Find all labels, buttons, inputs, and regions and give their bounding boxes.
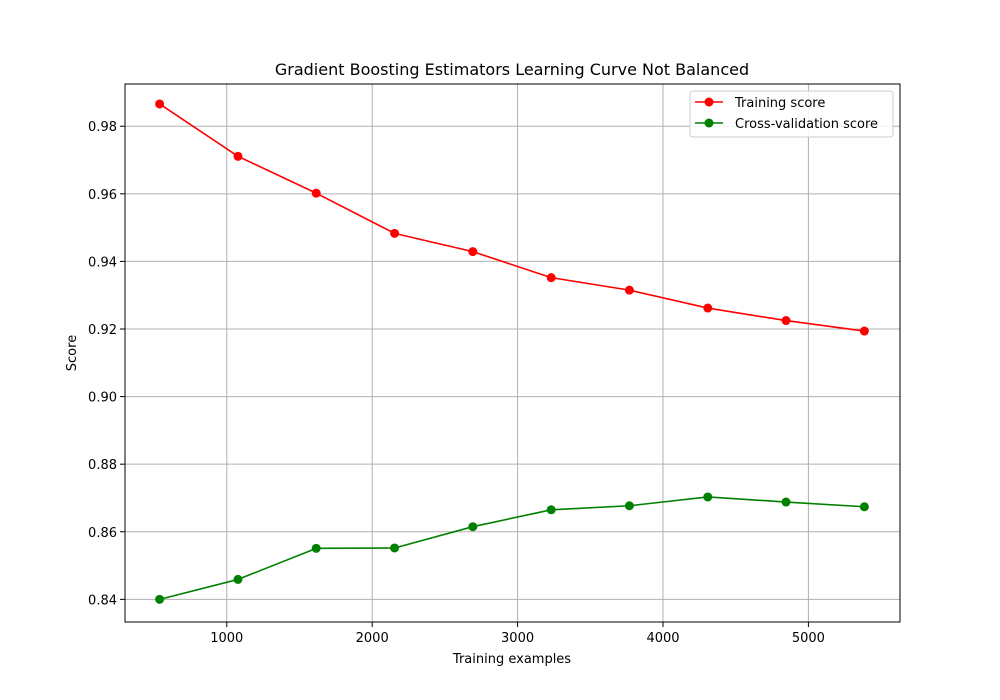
x-tick-label: 4000: [646, 631, 679, 646]
legend: Training score Cross-validation score: [689, 90, 894, 138]
data-point: [311, 543, 321, 553]
data-point: [468, 522, 478, 532]
plot-area-frame: [124, 83, 901, 623]
data-point: [233, 151, 243, 161]
data-point: [390, 228, 400, 238]
legend-label: Cross-validation score: [735, 117, 878, 132]
series-line: [158, 103, 866, 332]
data-point: [155, 99, 165, 109]
series-line: [158, 496, 866, 601]
legend-marker: [704, 118, 714, 128]
y-tick-label: 0.84: [88, 593, 117, 608]
data-point: [546, 273, 556, 283]
series-training-score: [155, 99, 869, 336]
y-tick-label: 0.98: [88, 120, 117, 135]
y-tick-label: 0.86: [88, 526, 117, 541]
y-tick-label: 0.90: [88, 391, 117, 406]
grid-lines: [125, 84, 900, 622]
y-tick-label: 0.94: [88, 255, 117, 270]
data-point: [624, 285, 634, 295]
data-point: [311, 188, 321, 198]
x-tick-label: 1000: [210, 631, 243, 646]
data-point: [468, 247, 478, 257]
chart-title: Gradient Boosting Estimators Learning Cu…: [275, 60, 749, 79]
x-tick-label: 2000: [356, 631, 389, 646]
data-point: [859, 326, 869, 336]
axis-ticks: 1000 2000 3000 4000 5000 0.84 0.86 0.88 0.90 0.92…: [88, 120, 825, 646]
data-point: [624, 501, 634, 511]
data-point: [859, 502, 869, 512]
data-point: [781, 316, 791, 326]
data-point: [390, 543, 400, 553]
series-layer: [155, 99, 869, 604]
data-point: [546, 505, 556, 515]
x-tick-label: 5000: [792, 631, 825, 646]
data-point: [703, 303, 713, 313]
x-axis-label: Training examples: [452, 652, 571, 667]
y-tick-label: 0.92: [88, 323, 117, 338]
legend-box: [689, 90, 894, 138]
y-tick-label: 0.96: [88, 188, 117, 203]
legend-marker: [704, 97, 714, 107]
data-point: [155, 594, 165, 604]
series-cross-validation-score: [155, 492, 869, 604]
legend-label: Training score: [734, 96, 825, 111]
x-tick-label: 3000: [501, 631, 534, 646]
data-point: [781, 497, 791, 507]
y-tick-label: 0.88: [88, 458, 117, 473]
y-axis-label: Score: [65, 335, 80, 371]
data-point: [233, 574, 243, 584]
legend-entry: Training score: [695, 96, 825, 111]
legend-entry: Cross-validation score: [695, 117, 878, 132]
data-point: [703, 492, 713, 502]
